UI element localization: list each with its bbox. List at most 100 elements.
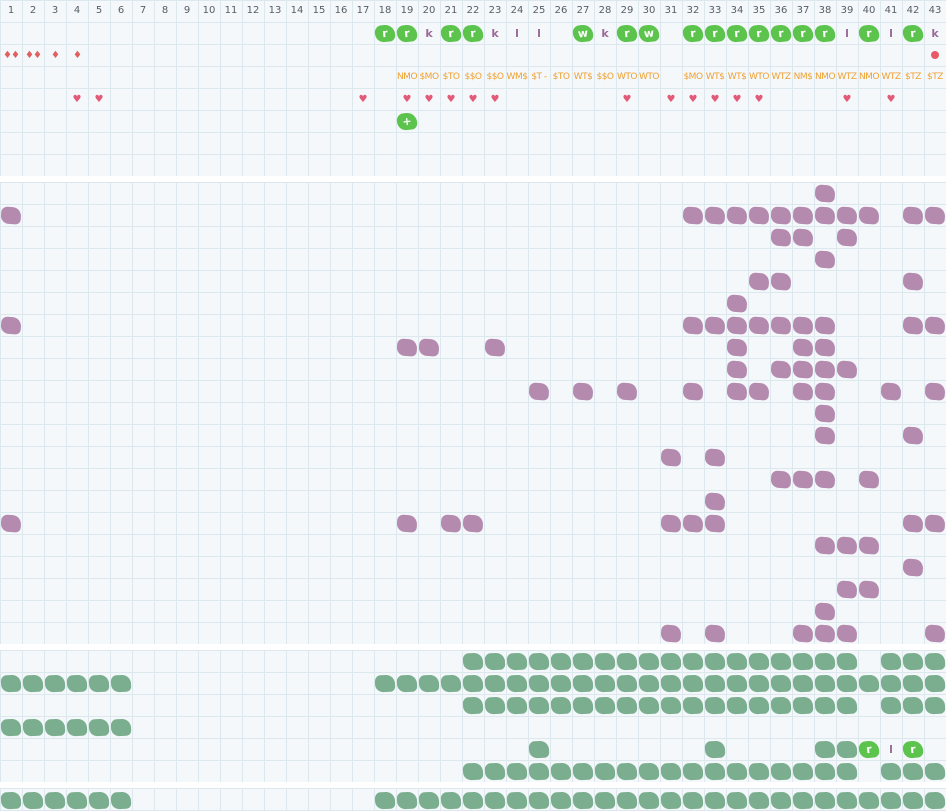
code-label[interactable]: $TZ xyxy=(905,72,921,82)
teal-blob[interactable] xyxy=(880,694,902,716)
teal-blob[interactable] xyxy=(550,650,572,672)
purple-blob[interactable] xyxy=(660,512,682,534)
purple-blob[interactable] xyxy=(440,512,462,534)
purple-blob[interactable] xyxy=(770,270,792,292)
teal-blob[interactable] xyxy=(0,789,22,811)
purple-blob[interactable] xyxy=(814,204,836,226)
purple-blob[interactable] xyxy=(814,336,836,358)
water-drop-icon[interactable]: ♦♦ xyxy=(25,49,42,61)
teal-blob[interactable] xyxy=(682,694,704,716)
teal-blob[interactable] xyxy=(528,672,550,694)
teal-blob[interactable] xyxy=(902,789,924,811)
purple-blob[interactable] xyxy=(0,512,22,534)
heart-icon[interactable]: ♥ xyxy=(622,93,632,105)
teal-blob[interactable] xyxy=(858,789,880,811)
teal-blob[interactable] xyxy=(748,672,770,694)
teal-blob[interactable] xyxy=(792,760,814,782)
teal-blob[interactable] xyxy=(572,694,594,716)
teal-blob[interactable] xyxy=(44,789,66,811)
green-tile[interactable]: r xyxy=(858,738,880,760)
purple-blob[interactable] xyxy=(836,578,858,600)
teal-blob[interactable] xyxy=(462,694,484,716)
heart-icon[interactable]: ♥ xyxy=(94,93,104,105)
teal-blob[interactable] xyxy=(704,650,726,672)
teal-blob[interactable] xyxy=(814,694,836,716)
teal-blob[interactable] xyxy=(484,672,506,694)
purple-blob[interactable] xyxy=(660,622,682,644)
teal-blob[interactable] xyxy=(836,650,858,672)
purple-blob[interactable] xyxy=(902,556,924,578)
letter-marker[interactable]: l xyxy=(889,26,893,40)
teal-blob[interactable] xyxy=(484,789,506,811)
teal-blob[interactable] xyxy=(836,738,858,760)
purple-blob[interactable] xyxy=(462,512,484,534)
purple-blob[interactable] xyxy=(748,270,770,292)
teal-blob[interactable] xyxy=(484,694,506,716)
green-tile[interactable]: r xyxy=(726,22,748,44)
code-label[interactable]: WTZ xyxy=(837,72,857,82)
teal-blob[interactable] xyxy=(44,716,66,738)
green-tile[interactable]: r xyxy=(616,22,638,44)
teal-blob[interactable] xyxy=(770,694,792,716)
teal-blob[interactable] xyxy=(726,650,748,672)
teal-blob[interactable] xyxy=(462,760,484,782)
purple-blob[interactable] xyxy=(726,204,748,226)
teal-blob[interactable] xyxy=(528,789,550,811)
purple-blob[interactable] xyxy=(484,336,506,358)
teal-blob[interactable] xyxy=(550,789,572,811)
code-label[interactable]: $MO xyxy=(683,72,703,82)
teal-blob[interactable] xyxy=(616,650,638,672)
teal-blob[interactable] xyxy=(528,738,550,760)
letter-marker[interactable]: k xyxy=(425,26,433,40)
green-tile[interactable]: r xyxy=(440,22,462,44)
teal-blob[interactable] xyxy=(704,738,726,760)
teal-blob[interactable] xyxy=(66,716,88,738)
teal-blob[interactable] xyxy=(594,760,616,782)
purple-blob[interactable] xyxy=(836,534,858,556)
letter-marker[interactable]: l xyxy=(537,26,541,40)
teal-blob[interactable] xyxy=(594,694,616,716)
purple-blob[interactable] xyxy=(924,380,946,402)
teal-blob[interactable] xyxy=(814,789,836,811)
teal-blob[interactable] xyxy=(594,789,616,811)
teal-blob[interactable] xyxy=(792,672,814,694)
purple-blob[interactable] xyxy=(814,402,836,424)
purple-blob[interactable] xyxy=(814,314,836,336)
green-tile[interactable]: w xyxy=(572,22,594,44)
teal-blob[interactable] xyxy=(66,672,88,694)
purple-blob[interactable] xyxy=(792,358,814,380)
purple-blob[interactable] xyxy=(682,512,704,534)
purple-blob[interactable] xyxy=(726,314,748,336)
code-label[interactable]: WTZ xyxy=(771,72,791,82)
teal-blob[interactable] xyxy=(638,672,660,694)
teal-blob[interactable] xyxy=(506,672,528,694)
teal-blob[interactable] xyxy=(572,760,594,782)
purple-blob[interactable] xyxy=(792,468,814,490)
teal-blob[interactable] xyxy=(726,694,748,716)
code-label[interactable]: WTZ xyxy=(881,72,901,82)
letter-marker[interactable]: l xyxy=(515,26,519,40)
letter-marker[interactable]: l xyxy=(845,26,849,40)
heart-icon[interactable]: ♥ xyxy=(358,93,368,105)
purple-blob[interactable] xyxy=(704,204,726,226)
heart-icon[interactable]: ♥ xyxy=(732,93,742,105)
teal-blob[interactable] xyxy=(682,672,704,694)
purple-blob[interactable] xyxy=(924,512,946,534)
purple-blob[interactable] xyxy=(418,336,440,358)
code-label[interactable]: $TZ xyxy=(927,72,943,82)
teal-blob[interactable] xyxy=(660,760,682,782)
purple-blob[interactable] xyxy=(792,380,814,402)
heart-icon[interactable]: ♥ xyxy=(424,93,434,105)
heart-icon[interactable]: ♥ xyxy=(688,93,698,105)
green-tile[interactable]: r xyxy=(902,22,924,44)
green-tile[interactable]: r xyxy=(792,22,814,44)
purple-blob[interactable] xyxy=(704,446,726,468)
teal-blob[interactable] xyxy=(792,650,814,672)
purple-blob[interactable] xyxy=(814,424,836,446)
code-label[interactable]: NMO xyxy=(858,72,880,82)
purple-blob[interactable] xyxy=(616,380,638,402)
code-label[interactable]: WT$ xyxy=(705,72,725,82)
teal-blob[interactable] xyxy=(88,716,110,738)
teal-blob[interactable] xyxy=(660,650,682,672)
teal-blob[interactable] xyxy=(836,789,858,811)
